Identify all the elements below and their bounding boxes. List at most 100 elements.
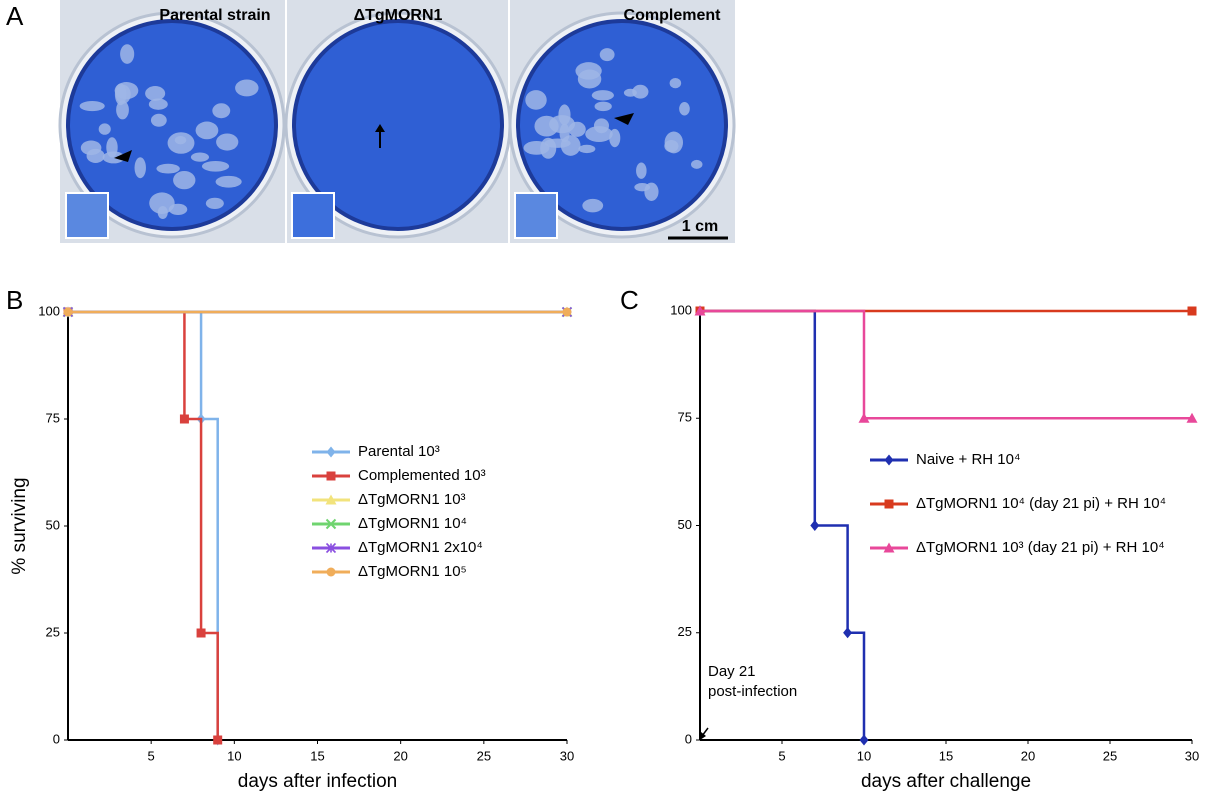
legend-marker xyxy=(884,454,894,466)
plate-label: Parental strain xyxy=(159,7,270,24)
legend-entry: Parental 10³ xyxy=(358,443,440,460)
plaque xyxy=(173,170,196,190)
plaque xyxy=(120,44,135,64)
plaque xyxy=(205,197,224,210)
arrowhead xyxy=(614,113,634,125)
y-tick-label: 50 xyxy=(46,517,60,532)
plaque xyxy=(212,103,231,119)
plaque xyxy=(632,84,649,99)
arrow xyxy=(375,124,385,132)
plaque xyxy=(156,163,180,174)
plaque xyxy=(195,121,219,140)
plaque xyxy=(79,101,105,112)
inset xyxy=(65,192,109,239)
plaque xyxy=(190,152,210,162)
plaque xyxy=(114,83,127,106)
legend-entry: ΔTgMORN1 10³ xyxy=(358,491,466,508)
series-line xyxy=(68,310,219,740)
x-tick-label: 10 xyxy=(227,748,241,763)
legend-marker xyxy=(884,499,894,509)
legend-marker xyxy=(325,542,337,554)
marker xyxy=(1187,306,1197,316)
plaque xyxy=(679,102,690,116)
marker xyxy=(694,305,706,316)
y-tick-label: 75 xyxy=(46,410,60,425)
x-tick-label: 25 xyxy=(1103,748,1117,763)
x-tick-label: 20 xyxy=(1021,748,1035,763)
legend-marker xyxy=(325,518,337,530)
y-axis-label: % surviving xyxy=(9,477,30,574)
marker xyxy=(1186,412,1198,423)
x-tick-label: 15 xyxy=(939,748,953,763)
marker xyxy=(196,628,206,638)
plaque xyxy=(525,90,547,110)
plaque xyxy=(544,138,571,148)
legend-marker xyxy=(326,471,336,481)
y-tick-label: 25 xyxy=(46,624,60,639)
plaque xyxy=(80,140,102,156)
plaque xyxy=(599,48,615,62)
annotation: post-infection xyxy=(708,683,797,700)
y-tick-label: 100 xyxy=(670,302,692,317)
legend-entry: ΔTgMORN1 2x10⁴ xyxy=(358,539,483,556)
scale-bar-label: 1 cm xyxy=(682,218,718,235)
plaque xyxy=(102,151,125,164)
legend-entry: ΔTgMORN1 10⁵ xyxy=(358,563,467,580)
x-axis-label: days after challenge xyxy=(861,771,1031,792)
legend-marker xyxy=(326,567,336,577)
series-line xyxy=(700,309,1192,420)
legend-entry: ΔTgMORN1 10⁴ (day 21 pi) + RH 10⁴ xyxy=(916,495,1166,512)
panel-label: B xyxy=(6,285,23,315)
plaque xyxy=(591,90,614,101)
x-tick-label: 10 xyxy=(857,748,871,763)
plaque xyxy=(585,126,613,142)
legend-marker xyxy=(326,446,336,458)
legend-entry: ΔTgMORN1 10³ (day 21 pi) + RH 10⁴ xyxy=(916,539,1165,556)
marker xyxy=(63,307,73,317)
legend-entry: Naive + RH 10⁴ xyxy=(916,451,1020,468)
marker xyxy=(179,414,189,424)
plaque xyxy=(669,77,682,89)
y-tick-label: 25 xyxy=(678,624,692,639)
plaque xyxy=(134,157,146,179)
marker xyxy=(843,627,853,639)
plaque xyxy=(594,101,612,112)
arrowhead xyxy=(114,150,132,162)
plaque xyxy=(636,162,647,179)
plaque xyxy=(578,144,596,154)
plaque xyxy=(174,136,187,145)
annotation: Day 21 xyxy=(708,663,756,680)
marker xyxy=(562,307,572,317)
legend-marker xyxy=(325,494,337,505)
plaque xyxy=(235,79,259,97)
plaque xyxy=(549,115,575,134)
x-tick-label: 25 xyxy=(477,748,491,763)
x-tick-label: 20 xyxy=(393,748,407,763)
legend-entry: ΔTgMORN1 10⁴ xyxy=(358,515,467,532)
panel-label: C xyxy=(620,285,639,315)
y-tick-label: 75 xyxy=(678,410,692,425)
plaque xyxy=(690,159,703,169)
x-tick-label: 5 xyxy=(148,748,155,763)
plaque xyxy=(116,100,129,120)
plate xyxy=(516,19,728,231)
x-tick-label: 30 xyxy=(1185,748,1199,763)
series-line xyxy=(68,310,219,740)
inset xyxy=(291,192,335,239)
marker xyxy=(859,734,869,746)
plaque xyxy=(577,69,602,89)
plaque xyxy=(609,128,621,148)
annotation-arrow xyxy=(700,732,706,740)
marker xyxy=(858,412,870,423)
y-tick-label: 50 xyxy=(678,517,692,532)
y-tick-label: 0 xyxy=(53,731,60,746)
plaque xyxy=(145,86,166,101)
plate-label: Complement xyxy=(624,7,722,24)
x-tick-label: 30 xyxy=(560,748,574,763)
y-tick-label: 0 xyxy=(685,731,692,746)
plaque xyxy=(664,131,684,154)
plaque xyxy=(216,133,239,151)
inset xyxy=(514,192,558,239)
